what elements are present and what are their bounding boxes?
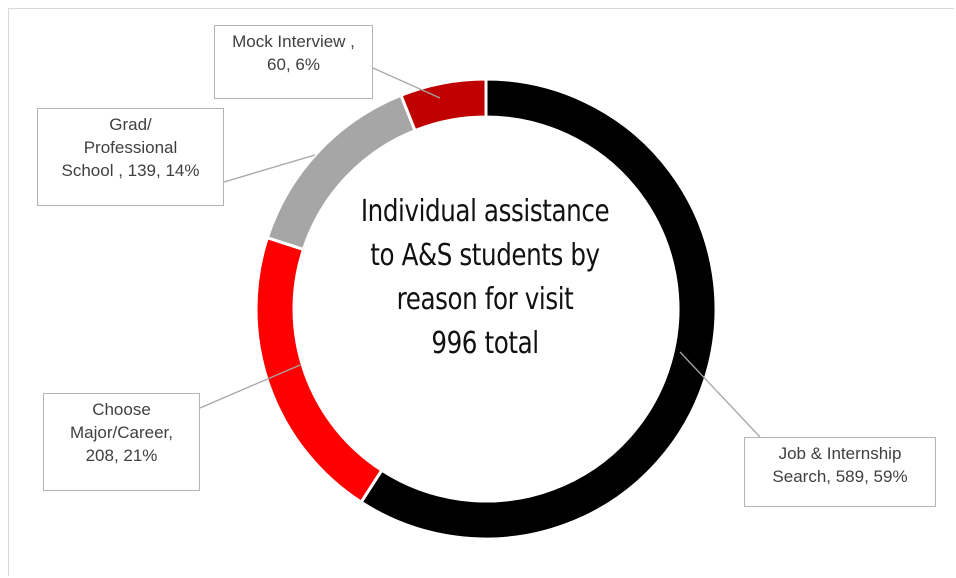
slice-job-internship bbox=[359, 77, 718, 541]
data-label-choose-major: Choose Major/Career, 208, 21% bbox=[43, 393, 200, 491]
chart-title-line-1: Individual assistance bbox=[360, 194, 610, 229]
leader-line-job-internship bbox=[679, 351, 761, 438]
data-label-mock-interview: Mock Interview , 60, 6% bbox=[214, 25, 373, 99]
leader-line-grad-school bbox=[223, 154, 316, 183]
leader-line-choose-major bbox=[199, 364, 301, 409]
data-label-job-internship: Job & Internship Search, 589, 59% bbox=[744, 437, 936, 507]
chart-title-line-3: reason for visit bbox=[396, 282, 574, 317]
chart-title-line-4: 996 total bbox=[431, 326, 539, 361]
leader-line-mock-interview bbox=[372, 67, 441, 99]
chart-title-line-2: to A&S students by bbox=[370, 238, 600, 273]
chart-frame bbox=[8, 8, 954, 576]
slice-mock-interview bbox=[399, 77, 488, 133]
data-label-grad-school: Grad/ Professional School , 139, 14% bbox=[37, 108, 224, 206]
chart-title: Individual assistance to A&S students by… bbox=[330, 190, 640, 366]
